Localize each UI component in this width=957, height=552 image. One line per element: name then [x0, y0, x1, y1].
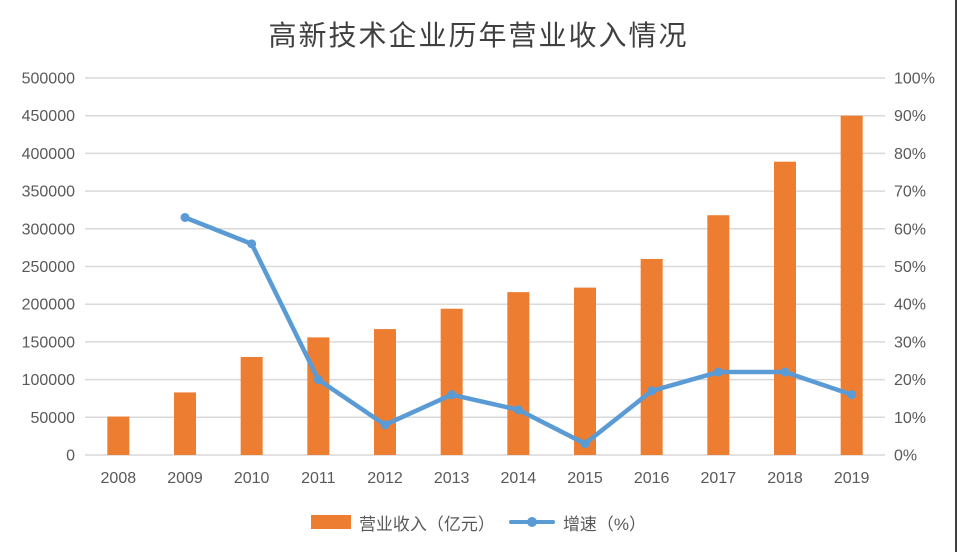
- left-axis-tick: 100000: [22, 372, 75, 389]
- x-axis-tick: 2011: [301, 470, 336, 487]
- right-axis-tick: 90%: [894, 108, 926, 125]
- x-axis-tick: 2018: [767, 470, 803, 487]
- bar-2018: [774, 161, 796, 455]
- bar-2016: [640, 258, 663, 455]
- right-axis-tick: 20%: [894, 372, 926, 389]
- bar-2015: [574, 287, 596, 455]
- growth-line-marker: [780, 367, 790, 377]
- bar-2010: [240, 356, 263, 455]
- bar-2009: [174, 392, 196, 455]
- right-axis-tick: 10%: [894, 410, 926, 427]
- left-axis-tick: 0: [66, 448, 75, 465]
- bar-2008: [107, 416, 130, 455]
- left-axis-tick: 250000: [22, 259, 75, 276]
- x-axis-tick: 2009: [167, 470, 203, 487]
- legend-item-growth: 增速（%）: [508, 510, 647, 535]
- growth-line-marker: [447, 390, 457, 400]
- x-axis-tick: 2019: [834, 470, 870, 487]
- x-axis-tick: 2014: [501, 470, 537, 487]
- x-axis-tick: 2010: [234, 470, 270, 487]
- left-axis-tick: 150000: [22, 334, 75, 351]
- legend: 营业收入（亿元） 增速（%）: [0, 509, 957, 535]
- right-axis-tick: 60%: [894, 221, 926, 238]
- left-axis-tick: 350000: [22, 184, 75, 201]
- left-axis-tick: 450000: [22, 108, 75, 125]
- right-axis-tick: 80%: [894, 146, 926, 163]
- left-axis-tick: 500000: [22, 71, 75, 88]
- right-axis-tick: 100%: [894, 71, 935, 88]
- legend-label-growth: 增速（%）: [562, 514, 647, 534]
- bar-2011: [307, 337, 330, 455]
- growth-line-marker: [313, 375, 323, 385]
- x-axis-tick: 2015: [567, 470, 603, 487]
- x-axis-tick: 2016: [634, 470, 670, 487]
- left-axis-tick: 200000: [22, 297, 75, 314]
- legend-item-revenue: 营业收入（亿元）: [310, 510, 495, 535]
- growth-line-marker: [647, 386, 657, 396]
- screenshot-right-edge-line: [955, 0, 957, 552]
- x-axis-tick: 2012: [367, 470, 403, 487]
- bar-2012: [374, 329, 396, 455]
- x-axis-tick: 2008: [101, 470, 137, 487]
- right-axis-tick: 70%: [894, 184, 926, 201]
- left-axis-tick: 300000: [22, 221, 75, 238]
- bar-2017: [707, 215, 730, 455]
- left-axis-tick: 400000: [22, 146, 75, 163]
- growth-line-marker: [180, 212, 190, 222]
- right-axis-tick: 50%: [894, 259, 926, 276]
- right-axis-tick: 40%: [894, 297, 926, 314]
- right-axis-tick: 30%: [894, 334, 926, 351]
- x-axis-tick: 2017: [701, 470, 737, 487]
- growth-line-marker: [380, 420, 390, 430]
- x-axis-tick: 2013: [434, 470, 470, 487]
- chart-title: 高新技术企业历年营业收入情况: [268, 21, 689, 52]
- growth-line-marker: [847, 390, 857, 400]
- growth-line-marker: [713, 367, 723, 377]
- bar-2013: [440, 308, 463, 455]
- legend-label-revenue: 营业收入（亿元）: [358, 514, 495, 534]
- growth-line-marker: [580, 439, 590, 449]
- left-axis-tick: 50000: [31, 410, 76, 427]
- right-axis-tick: 0%: [894, 448, 917, 465]
- bar-2014: [507, 292, 530, 455]
- line-series-swatch: [508, 517, 555, 527]
- bar-2019: [840, 115, 863, 455]
- growth-line-marker: [513, 405, 523, 415]
- growth-line-marker: [247, 239, 257, 249]
- line-swatch-marker-icon: [526, 517, 537, 527]
- bar-series-swatch: [310, 515, 351, 529]
